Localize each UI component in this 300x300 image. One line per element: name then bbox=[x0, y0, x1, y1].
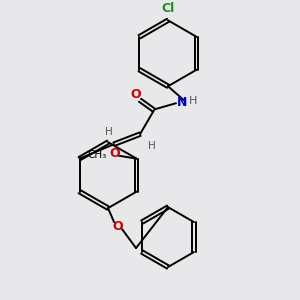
Text: O: O bbox=[113, 220, 123, 232]
Text: Cl: Cl bbox=[161, 2, 175, 15]
Text: CH₃: CH₃ bbox=[87, 150, 106, 160]
Text: H: H bbox=[148, 141, 156, 151]
Text: N: N bbox=[177, 96, 187, 109]
Text: O: O bbox=[109, 147, 120, 160]
Text: O: O bbox=[131, 88, 141, 101]
Text: H: H bbox=[189, 96, 197, 106]
Text: H: H bbox=[105, 127, 113, 137]
